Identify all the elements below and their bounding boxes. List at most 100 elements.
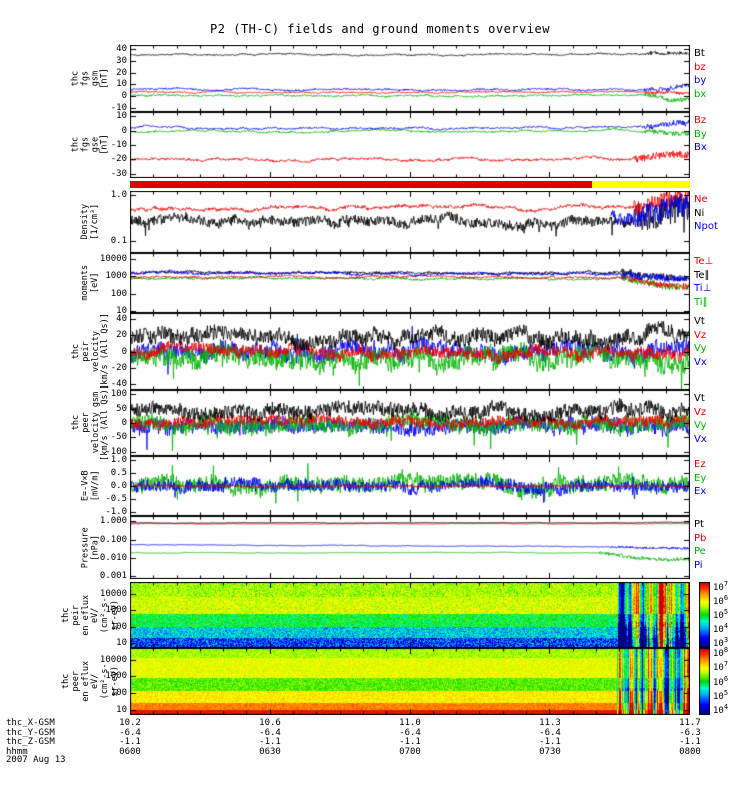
peer-velocity-ytick: 0 [121, 418, 127, 428]
peer-velocity-legend-1: Vz [694, 406, 707, 418]
mode-flag-segment-0 [130, 181, 592, 188]
axis-row-value: 11.7 [679, 718, 701, 728]
density-ytick: 0.1 [110, 236, 127, 247]
fgs-gsm-ytick: 20 [116, 67, 127, 78]
fgs-gse-ytick: -30 [110, 168, 127, 179]
e-field-ytick: 1.0 [110, 454, 127, 465]
axis-row-value: 0700 [399, 746, 421, 757]
peir-eflux-colorbar-tick-4: 103 [713, 636, 729, 649]
plot-title: P2 (TH-C) fields and ground moments over… [210, 22, 550, 36]
peir-eflux-colorbar [699, 582, 710, 648]
pressure-ytick: 0.001 [99, 571, 127, 582]
fgs-gsm-legend-2: by [694, 75, 707, 86]
fgs-gse-ytick: 0 [121, 125, 127, 136]
fgs-gsm-legend-0: Bt [694, 48, 705, 59]
peer-eflux-colorbar-tick-4: 104 [713, 703, 729, 716]
peer-eflux-ytick: 10000 [99, 654, 127, 665]
moments-ytick: 100 [110, 288, 127, 299]
fgs-gsm-ytick: 0 [121, 91, 127, 102]
peer-eflux-ytick: 10 [116, 704, 127, 715]
mode-flag-segment-1 [592, 181, 690, 188]
peir-velocity-legend-1: Vz [694, 329, 707, 341]
e-field-ytick: -0.5 [105, 494, 127, 505]
e-field-plot-canvas [130, 456, 690, 516]
fgs-gsm-ytick: 10 [116, 79, 127, 90]
pressure-legend-3: Pi [694, 559, 703, 571]
axis-row-label-3: hhmm [6, 746, 28, 757]
peir-eflux-ytick: 10 [116, 638, 127, 649]
peir-velocity-legend-0: Vt [694, 316, 705, 327]
fgs-gsm-ytick: 30 [116, 55, 127, 66]
axis-row-value: 0730 [539, 746, 561, 757]
peer-velocity-ytick: -100 [105, 446, 127, 457]
fgs-gse-legend-2: Bx [694, 142, 707, 153]
axis-row-label-0: thc_X-GSM [6, 718, 55, 728]
moments-legend-1: Te∥ [694, 269, 710, 281]
peir-eflux-colorbar-tick-3: 104 [713, 622, 729, 635]
peir-eflux-colorbar-tick-0: 107 [713, 580, 729, 593]
peir-velocity-ytick: 40 [116, 314, 127, 325]
peer-eflux-colorbar-tick-0: 108 [713, 646, 729, 659]
peir-eflux-ytick: 100 [110, 621, 127, 632]
axis-row-value: -6.3 [679, 727, 701, 738]
e-field-ytick: 0.0 [110, 481, 127, 491]
peir-eflux-ytick: 10000 [99, 588, 127, 599]
peir-eflux-colorbar-tick-1: 106 [713, 594, 729, 607]
peir-velocity-ytick: -40 [110, 378, 127, 389]
moments-legend-2: Ti⊥ [694, 283, 712, 294]
axis-row-value: -6.4 [399, 727, 421, 738]
peer-velocity-legend-0: Vt [694, 393, 705, 404]
moments-ytick: 10000 [99, 254, 127, 265]
density-legend-2: Npot [694, 221, 718, 232]
peer-velocity-plot-canvas [130, 390, 690, 456]
axis-row-label-1: thc_Y-GSM [6, 727, 55, 738]
axis-row-value: -1.1 [679, 737, 701, 747]
axis-row-value: -1.1 [259, 737, 281, 747]
axis-row-value: -6.4 [259, 727, 281, 738]
fgs-gsm-legend-1: bz [694, 61, 706, 73]
pressure-legend-2: Pe [694, 546, 706, 557]
axis-row-value: -1.1 [399, 737, 421, 747]
date-label: 2007 Aug 13 [6, 755, 66, 765]
axis-row-value: 11.0 [399, 718, 421, 728]
peir-velocity-legend-3: Vx [694, 356, 707, 368]
peer-eflux-plot-canvas [130, 648, 690, 715]
fgs-gsm-plot-canvas [130, 45, 690, 112]
fgs-gsm-legend-3: bx [694, 88, 707, 100]
e-field-legend-2: Ex [694, 486, 707, 497]
peer-velocity-legend-2: Vy [694, 420, 707, 431]
axis-row-value: 11.3 [539, 718, 561, 728]
density-legend-0: Ne [694, 194, 708, 205]
axis-row-value: 10.6 [259, 718, 281, 728]
axis-row-value: -1.1 [539, 737, 561, 747]
fgs-gse-ytick: -10 [110, 140, 127, 150]
peer-eflux-ytick: 100 [110, 688, 127, 699]
pressure-legend-0: Pt [694, 519, 704, 530]
peir-eflux-plot-canvas [130, 582, 690, 648]
peer-velocity-ytick: 100 [110, 389, 127, 400]
peir-velocity-plot-canvas [130, 313, 690, 390]
peir-velocity-legend-2: Vy [694, 343, 707, 354]
fgs-gse-legend-1: By [694, 128, 707, 140]
peer-eflux-colorbar-tick-1: 107 [713, 660, 729, 674]
density-ytick: 1.0 [110, 189, 127, 200]
density-legend-1: Ni [694, 207, 705, 219]
density-ylabel-text: Density [1/cm³] [80, 204, 100, 240]
fgs-gse-plot-canvas [130, 112, 690, 178]
peir-eflux-colorbar-tick-2: 105 [713, 608, 729, 621]
peir-velocity-ytick: 0 [121, 346, 127, 357]
fgs-gse-ytick: 10 [116, 111, 127, 122]
peer-eflux-colorbar-tick-3: 105 [713, 688, 729, 702]
peer-eflux-colorbar-tick-2: 106 [713, 674, 729, 688]
pressure-plot-canvas [130, 516, 690, 579]
axis-row-value: -1.1 [119, 737, 141, 747]
fgs-gsm-ytick: 40 [116, 43, 127, 54]
pressure-legend-1: Pb [694, 532, 707, 544]
axis-row-label-2: thc_Z-GSM [6, 737, 55, 747]
moments-legend-0: Te⊥ [694, 256, 714, 267]
peer-velocity-ytick: 50 [116, 403, 127, 414]
e-field-legend-0: Ez [694, 459, 706, 470]
moments-plot-canvas [130, 253, 690, 313]
peir-velocity-ytick: -20 [110, 362, 127, 373]
peir-velocity-ytick: 20 [116, 330, 127, 341]
